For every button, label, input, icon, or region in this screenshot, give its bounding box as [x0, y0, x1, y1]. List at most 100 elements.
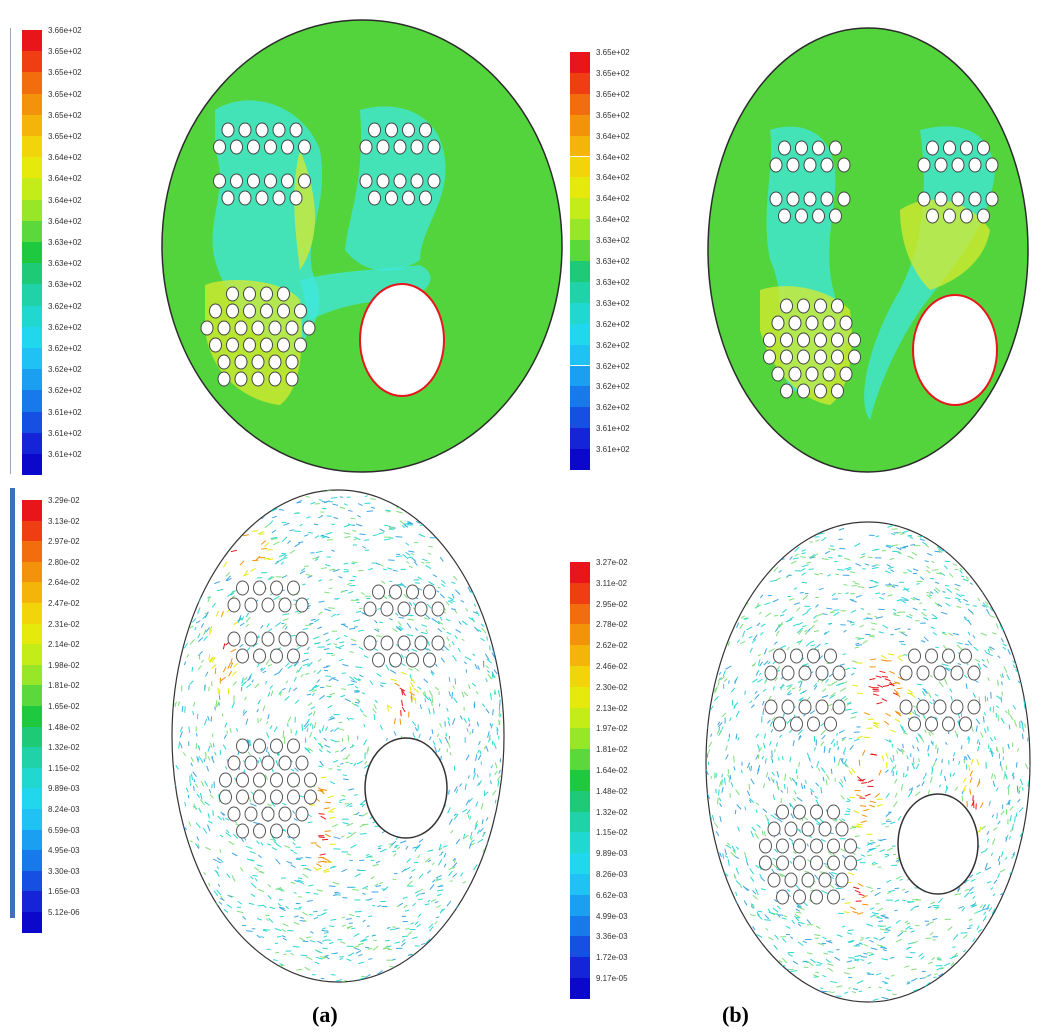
velocity-vector	[729, 774, 732, 780]
velocity-vector	[446, 900, 452, 907]
velocity-vector	[345, 753, 351, 759]
tube	[968, 157, 982, 173]
velocity-vector	[755, 603, 760, 609]
velocity-vector	[894, 710, 901, 715]
velocity-vector	[354, 703, 359, 708]
velocity-vector	[269, 576, 275, 581]
velocity-vector	[733, 766, 736, 771]
velocity-vector	[319, 760, 324, 767]
velocity-vector	[855, 594, 862, 598]
velocity-vector	[927, 906, 932, 909]
velocity-vector	[862, 639, 868, 644]
velocity-vector	[757, 910, 763, 913]
legend-tick-label: 1.15e-02	[596, 828, 628, 838]
velocity-vector	[197, 745, 201, 750]
velocity-vector	[230, 593, 235, 596]
tube	[227, 755, 241, 771]
velocity-vector	[847, 929, 854, 932]
tube	[769, 157, 783, 173]
legend-tick-label: 2.78e-02	[596, 620, 628, 630]
velocity-vector	[885, 739, 892, 743]
velocity-vector	[446, 631, 452, 635]
velocity-vector	[304, 966, 311, 971]
velocity-vector	[924, 974, 929, 979]
velocity-vector	[298, 880, 305, 885]
tube	[926, 208, 939, 224]
velocity-vector	[302, 583, 306, 586]
velocity-vector	[343, 532, 351, 535]
velocity-vector	[417, 913, 422, 918]
velocity-vector	[389, 928, 397, 931]
velocity-vector	[332, 503, 339, 506]
velocity-vector	[421, 558, 428, 562]
velocity-vector	[263, 929, 270, 931]
velocity-vector	[971, 726, 974, 732]
velocity-vector	[355, 950, 362, 954]
legend-tick-label: 1.32e-02	[48, 743, 80, 753]
velocity-vector	[346, 717, 350, 721]
velocity-vector	[928, 692, 932, 699]
velocity-vector	[864, 563, 870, 566]
velocity-vector	[756, 622, 761, 627]
velocity-vector	[408, 565, 413, 568]
velocity-vector	[382, 568, 387, 571]
velocity-vector	[304, 746, 307, 751]
velocity-vector	[411, 557, 417, 563]
velocity-vector	[823, 631, 827, 635]
velocity-vector	[349, 717, 354, 720]
velocity-vector	[314, 535, 320, 539]
velocity-vector	[927, 921, 934, 925]
tube	[289, 190, 303, 206]
velocity-vector	[750, 765, 753, 772]
velocity-vector	[964, 643, 969, 646]
velocity-vector	[997, 655, 1001, 659]
velocity-vector	[972, 938, 976, 942]
velocity-vector	[359, 533, 366, 536]
velocity-vector	[950, 695, 953, 701]
velocity-vector	[857, 586, 865, 589]
velocity-vector	[454, 635, 458, 640]
velocity-vector	[780, 645, 787, 649]
velocity-vector	[284, 626, 288, 630]
velocity-vector	[427, 849, 434, 852]
velocity-vector	[953, 933, 959, 940]
legend-frame-a-bottom	[10, 488, 15, 918]
legend-tick-label: 3.61e+02	[596, 424, 630, 434]
legend-tick-label: 2.97e-02	[48, 537, 80, 547]
velocity-vector	[347, 510, 353, 512]
velocity-vector	[976, 925, 980, 930]
tube	[253, 648, 266, 664]
velocity-vector	[343, 524, 350, 528]
legend-swatch	[570, 666, 590, 687]
velocity-vector	[329, 568, 335, 571]
tube	[814, 349, 827, 365]
velocity-vector	[328, 885, 336, 888]
velocity-vector	[347, 952, 355, 957]
legend-swatch	[22, 726, 42, 748]
velocity-vector	[845, 667, 850, 671]
velocity-vector	[727, 641, 731, 647]
velocity-vector	[420, 631, 428, 635]
velocity-vector	[302, 628, 309, 631]
legend-tick-label: 3.62e+02	[48, 365, 82, 375]
velocity-vector	[860, 959, 865, 961]
tube	[304, 772, 317, 788]
velocity-vector	[406, 858, 411, 863]
velocity-vector	[889, 557, 895, 561]
velocity-vector	[336, 740, 340, 743]
velocity-vector	[925, 591, 931, 594]
velocity-vector	[899, 878, 903, 881]
velocity-vector	[753, 634, 758, 641]
velocity-vector	[804, 605, 810, 608]
velocity-vector	[727, 859, 730, 866]
velocity-vector	[292, 837, 295, 841]
velocity-vector	[194, 842, 198, 847]
velocity-vector	[436, 893, 442, 897]
velocity-vector	[370, 876, 375, 880]
tube	[810, 889, 823, 905]
velocity-vector	[815, 782, 820, 787]
velocity-vector	[1000, 717, 1005, 724]
tube	[767, 821, 781, 837]
legend-swatch	[22, 305, 42, 327]
velocity-vector	[197, 755, 200, 761]
